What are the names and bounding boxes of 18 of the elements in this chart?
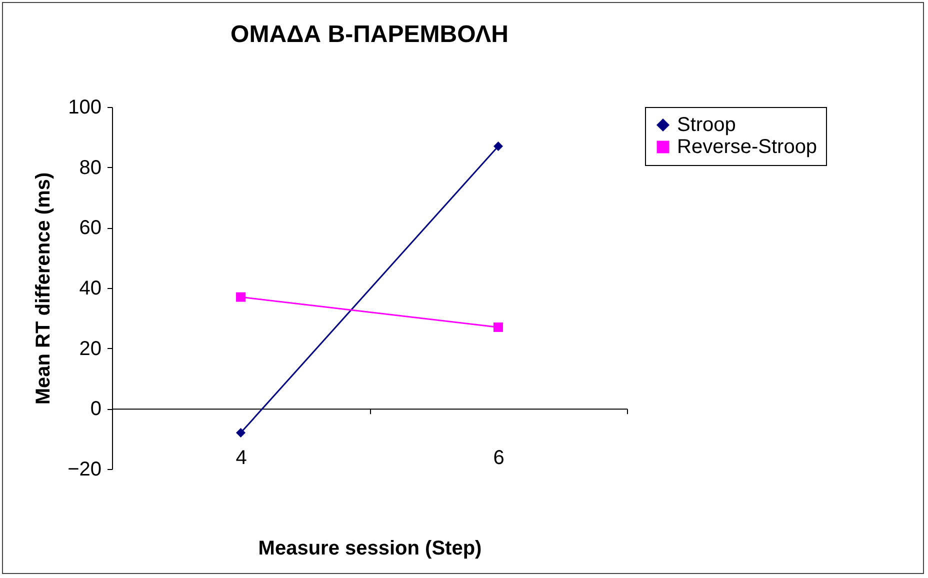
y-tick-label: 20 — [79, 338, 102, 360]
legend-label: Reverse-Stroop — [677, 136, 818, 158]
y-tick-label: 40 — [79, 278, 102, 300]
chart-title: ΟΜΑΔΑ Β-ΠΑΡΕΜΒΟΛΗ — [230, 21, 508, 48]
y-tick-label: 0 — [90, 398, 102, 420]
x-axis-title: Measure session (Step) — [258, 538, 482, 560]
point — [494, 322, 503, 332]
point — [494, 141, 503, 151]
y-tick-label: 80 — [79, 156, 102, 179]
legend-label: Stroop — [677, 114, 736, 136]
x-tick-label: 4 — [236, 447, 247, 470]
y-tick-label: −20 — [68, 458, 102, 480]
y-tick-label: 100 — [68, 96, 102, 118]
y-tick-label: 60 — [79, 217, 102, 240]
x-tick-label: 6 — [493, 447, 504, 470]
y-axis-title: Mean RT difference (ms) — [32, 172, 55, 405]
point — [236, 428, 246, 438]
point — [236, 292, 246, 302]
